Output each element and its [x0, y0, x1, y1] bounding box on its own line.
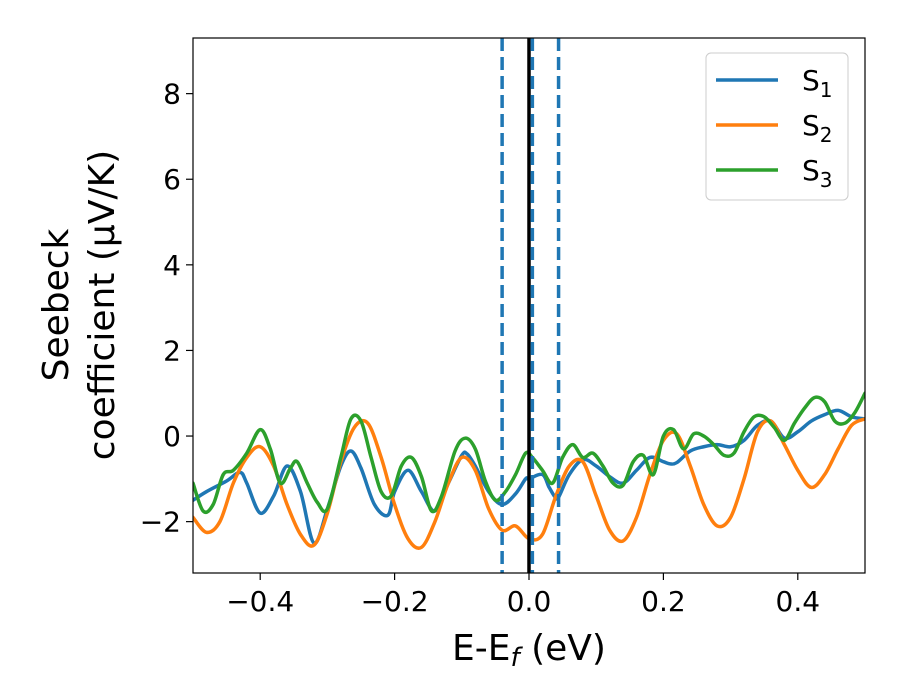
- y-axis-ticks: −2 0 2 4 6 8: [140, 78, 193, 539]
- x-axis-ticks: −0.4 −0.2 0.0 0.2 0.4: [226, 573, 820, 618]
- y-tick-label: 2: [163, 334, 181, 367]
- y-tick-label: 8: [163, 78, 181, 111]
- y-tick-label: 6: [163, 163, 181, 196]
- x-tick-label: 0.0: [507, 585, 552, 618]
- x-tick-label: −0.4: [226, 585, 294, 618]
- legend: S1 S2 S3: [705, 52, 849, 201]
- x-tick-label: 0.4: [776, 585, 821, 618]
- y-tick-label: −2: [140, 506, 181, 539]
- y-tick-label: 0: [163, 420, 181, 453]
- vertical-reference-lines: [500, 38, 561, 573]
- legend-label-s2: S2: [802, 109, 833, 147]
- legend-label-s3: S3: [802, 154, 833, 192]
- y-axis-label-line1: Seebeck: [36, 228, 77, 381]
- x-axis-label: E-Ef (eV): [452, 628, 606, 673]
- legend-label-s1: S1: [802, 64, 833, 102]
- y-tick-label: 4: [163, 249, 181, 282]
- x-tick-label: −0.2: [361, 585, 429, 618]
- x-tick-label: 0.2: [641, 585, 686, 618]
- y-axis-label-line2: coefficient (μV/K): [82, 150, 123, 460]
